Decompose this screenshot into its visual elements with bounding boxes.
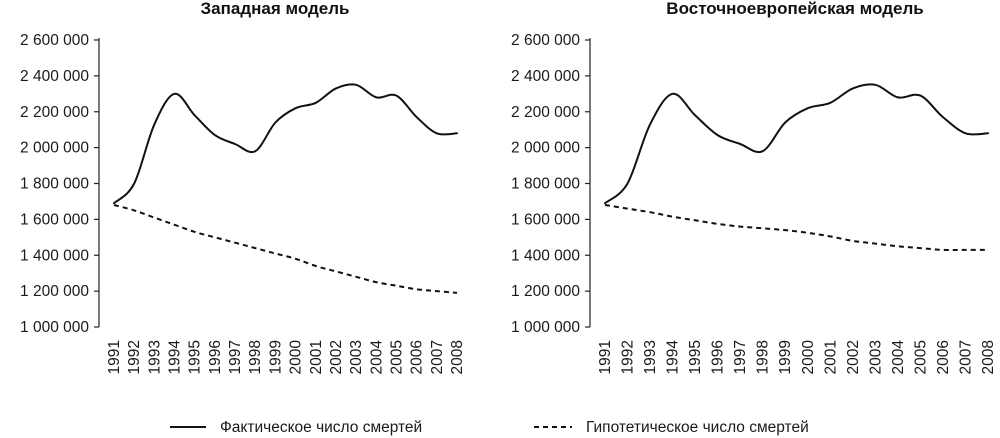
x-tick-label: 2004 bbox=[890, 340, 907, 375]
x-tick-label: 1991 bbox=[597, 340, 614, 374]
x-tick-label: 2002 bbox=[328, 340, 345, 374]
y-tick-label: 1 800 000 bbox=[511, 176, 580, 193]
y-tick-label: 1 600 000 bbox=[20, 211, 89, 228]
x-tick-label: 1992 bbox=[126, 340, 143, 374]
x-tick-label: 2001 bbox=[308, 340, 325, 374]
x-tick-label: 1997 bbox=[732, 340, 749, 374]
x-tick-label: 1993 bbox=[146, 340, 163, 374]
legend: Фактическое число смертей Гипотетическое… bbox=[170, 419, 809, 436]
y-tick-label: 2 600 000 bbox=[511, 32, 580, 49]
y-tick-label: 1 200 000 bbox=[20, 283, 89, 300]
x-tick-label: 2005 bbox=[912, 340, 929, 374]
y-tick-label: 2 400 000 bbox=[511, 68, 580, 85]
y-tick-label: 2 600 000 bbox=[20, 32, 89, 49]
x-tick-label: 2006 bbox=[935, 340, 952, 374]
x-tick-label: 2007 bbox=[429, 340, 446, 374]
x-tick-label: 2000 bbox=[800, 340, 817, 375]
x-tick-label: 1998 bbox=[755, 340, 772, 374]
x-tick-label: 1999 bbox=[267, 340, 284, 374]
x-tick-label: 2008 bbox=[980, 340, 997, 374]
x-tick-label: 2000 bbox=[288, 340, 305, 375]
x-tick-label: 2003 bbox=[348, 340, 365, 374]
y-tick-label: 1 200 000 bbox=[511, 283, 580, 300]
y-tick-label: 1 000 000 bbox=[511, 319, 580, 336]
x-tick-label: 1999 bbox=[777, 340, 794, 374]
x-tick-label: 2007 bbox=[957, 340, 974, 374]
y-tick-label: 2 200 000 bbox=[511, 104, 580, 121]
x-tick-label: 2002 bbox=[845, 340, 862, 374]
legend-label-actual: Фактическое число смертей bbox=[220, 419, 422, 436]
y-tick-label: 1 600 000 bbox=[511, 211, 580, 228]
x-tick-label: 2005 bbox=[388, 340, 405, 374]
x-tick-label: 1997 bbox=[227, 340, 244, 374]
y-tick-label: 1 400 000 bbox=[511, 247, 580, 264]
y-tick-label: 2 200 000 bbox=[20, 104, 89, 121]
x-tick-label: 1995 bbox=[687, 340, 704, 374]
series-line-actual bbox=[113, 83, 458, 205]
chart-panel-eastern-european-model: Восточноевропейская модель 1 000 000 1 200… bbox=[511, 0, 997, 374]
y-tick-label: 2 400 000 bbox=[20, 68, 89, 85]
chart-panel-western-model: Западная модель 1 000 000 1 200 000 1 400 0… bbox=[20, 0, 466, 374]
y-tick-label: 2 000 000 bbox=[20, 140, 89, 157]
x-tick-label: 2003 bbox=[867, 340, 884, 374]
series-line-actual bbox=[604, 83, 989, 205]
x-tick-label: 2001 bbox=[822, 340, 839, 374]
y-tick-label: 1 800 000 bbox=[20, 176, 89, 193]
x-tick-label: 1996 bbox=[207, 340, 224, 374]
x-tick-label: 1994 bbox=[665, 340, 682, 375]
x-tick-label: 1994 bbox=[167, 340, 184, 375]
chart-title: Западная модель bbox=[201, 0, 350, 18]
y-tick-label: 1 000 000 bbox=[20, 319, 89, 336]
chart-title: Восточноевропейская модель bbox=[666, 0, 923, 18]
x-tick-label: 1998 bbox=[247, 340, 264, 374]
x-tick-label: 1992 bbox=[620, 340, 637, 374]
x-tick-label: 2008 bbox=[449, 340, 466, 374]
series-line-hypothetical bbox=[113, 204, 458, 294]
x-tick-label: 2004 bbox=[368, 340, 385, 375]
y-tick-label: 2 000 000 bbox=[511, 140, 580, 157]
x-tick-label: 1996 bbox=[710, 340, 727, 374]
x-tick-label: 1995 bbox=[187, 340, 204, 374]
series-line-hypothetical bbox=[604, 204, 988, 252]
x-tick-label: 1993 bbox=[642, 340, 659, 374]
y-tick-label: 1 400 000 bbox=[20, 247, 89, 264]
x-tick-label: 1991 bbox=[106, 340, 123, 374]
legend-label-hypothetical: Гипотетическое число смертей bbox=[586, 419, 809, 436]
x-tick-label: 2006 bbox=[409, 340, 426, 374]
